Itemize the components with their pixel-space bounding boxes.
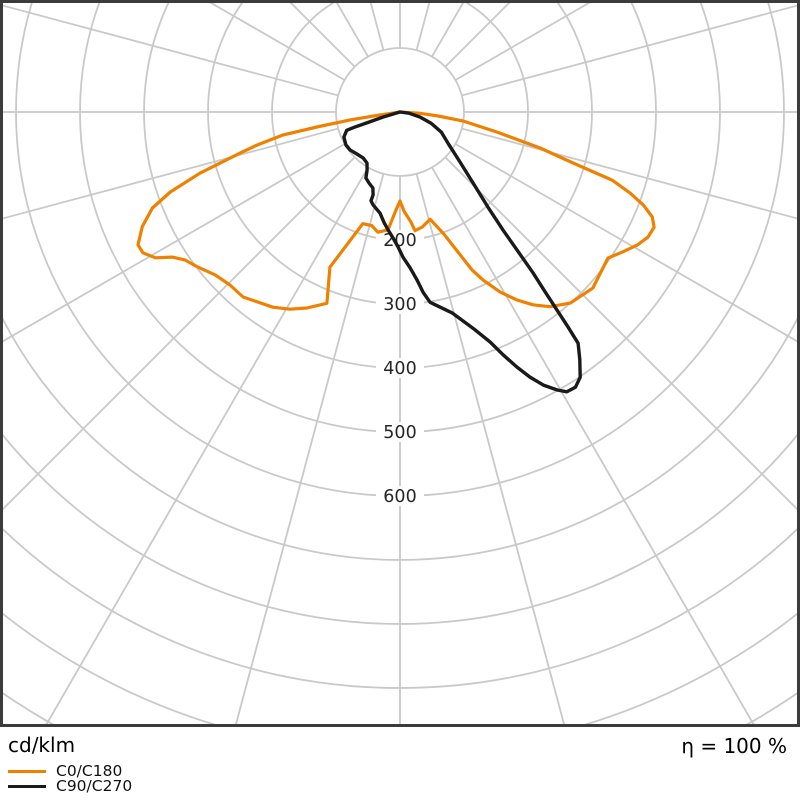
grid-spoke-345deg — [235, 173, 385, 724]
radial-tick-halo — [376, 486, 424, 506]
radial-tick-halo — [376, 230, 424, 250]
radial-tick-label: 400 — [383, 359, 416, 379]
legend-item-c0-c180: C0/C180 — [8, 762, 132, 780]
legend-line-c90-c270-icon — [8, 785, 46, 788]
grid-spoke-285deg — [3, 127, 339, 220]
grid-spoke-120deg — [454, 3, 591, 81]
grid-spoke-150deg — [431, 3, 464, 58]
grid-spoke-30deg — [431, 166, 755, 724]
curve-c0-c180 — [136, 110, 656, 311]
grid-spoke-75deg — [461, 127, 797, 220]
legend-label-c0-c180: C0/C180 — [56, 762, 123, 780]
grid-spoke-255deg — [3, 4, 339, 97]
grid-spoke-15deg — [415, 173, 565, 724]
grid-spoke-330deg — [45, 166, 369, 724]
grid-spoke-210deg — [336, 3, 369, 58]
radial-tick-label: 500 — [383, 423, 416, 443]
legend-item-c90-c270: C90/C270 — [8, 777, 133, 795]
radial-tick-halo — [376, 422, 424, 442]
grid-spoke-300deg — [3, 143, 346, 343]
radial-tick-halo — [376, 294, 424, 314]
radial-tick-halo — [376, 358, 424, 378]
grid-spoke-225deg — [289, 3, 356, 68]
grid-spoke-240deg — [209, 3, 346, 81]
footer-bar: cd/klm η = 100 % C0/C180 C90/C270 — [0, 727, 800, 800]
grid-spoke-45deg — [444, 156, 797, 511]
legend-line-c0-c180-icon — [8, 770, 46, 773]
grid-spoke-105deg — [461, 4, 797, 97]
grid-spoke-60deg — [454, 143, 797, 343]
legend-label-c90-c270: C90/C270 — [56, 777, 133, 795]
legend: C0/C180 C90/C270 — [8, 762, 133, 795]
efficiency-label: η = 100 % — [681, 734, 787, 758]
unit-label: cd/klm — [8, 733, 76, 757]
curve-c90-c270 — [342, 110, 582, 394]
radial-tick-label: 300 — [383, 295, 416, 315]
grid-spoke-135deg — [444, 3, 511, 68]
polar-plot-area: 200 300 400 500 600 — [0, 0, 800, 727]
distribution-curves — [136, 110, 656, 394]
grid-spoke-315deg — [3, 156, 356, 511]
polar-grid-spokes — [3, 3, 797, 724]
radial-tick-label: 600 — [383, 487, 416, 507]
